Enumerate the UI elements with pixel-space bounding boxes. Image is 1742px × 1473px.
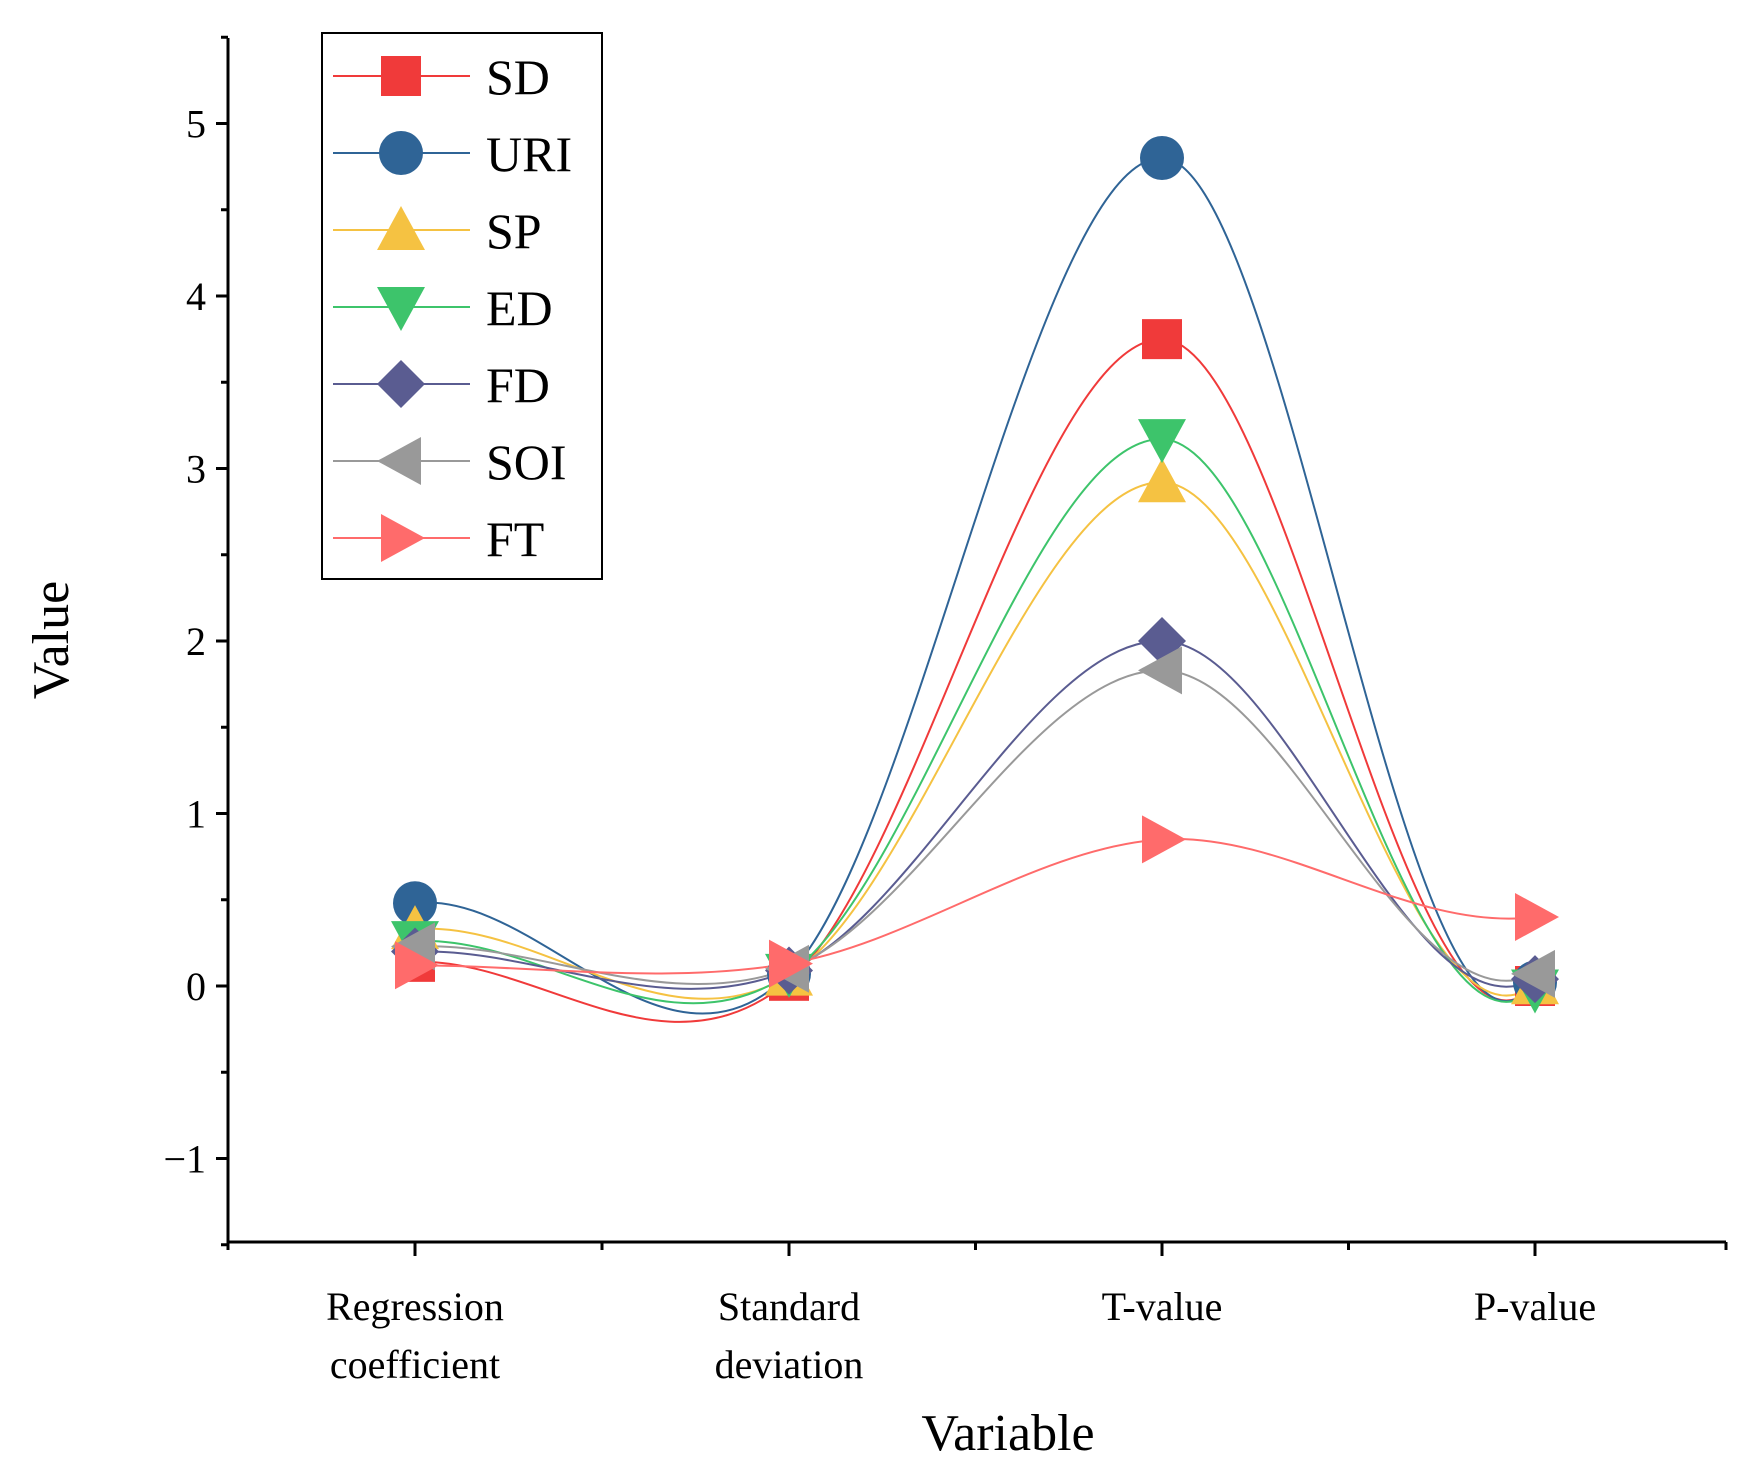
y-axis-title: Value	[23, 581, 80, 699]
y-tick-label: 0	[186, 964, 206, 1009]
marker-soi	[1138, 646, 1182, 695]
legend-label-ed: ED	[486, 280, 553, 336]
y-tick-label: 1	[186, 792, 206, 837]
legend: SD URI SP ED FD SOI FT	[321, 32, 603, 580]
legend-label-fd: FD	[486, 357, 550, 413]
legend-item-uri: URI	[333, 126, 572, 182]
marker-soi	[1511, 949, 1555, 998]
series-line-fd	[414, 639, 1536, 990]
series-markers	[391, 136, 1559, 1014]
marker-ft	[395, 941, 439, 990]
marker-uri	[1140, 136, 1184, 180]
y-tick-label: 4	[186, 274, 206, 319]
x-tick-label: Regression	[326, 1284, 504, 1329]
legend-label-soi: SOI	[486, 434, 567, 490]
legend-label-sp: SP	[486, 203, 542, 259]
legend-label-sd: SD	[486, 49, 550, 105]
marker-ft	[769, 939, 813, 988]
x-axis-title: Variable	[921, 1405, 1094, 1462]
marker-ed	[1138, 419, 1186, 464]
series-line-soi	[414, 669, 1536, 986]
series-line-uri	[414, 156, 1536, 1015]
legend-label-uri: URI	[486, 126, 572, 182]
x-tick-label: coefficient	[330, 1342, 500, 1387]
legend-marker-fd	[377, 360, 425, 408]
series-line-ft	[414, 837, 1536, 975]
axes: −1 0 1 2 3 4 5 Regression coefficient Standard dev…	[163, 35, 1728, 1387]
marker-uri	[393, 881, 437, 926]
legend-item-fd: FD	[333, 357, 550, 413]
marker-sd	[1142, 319, 1182, 360]
legend-label-ft: FT	[486, 511, 544, 567]
x-tick-label: deviation	[715, 1342, 864, 1387]
legend-marker-ft	[381, 514, 425, 562]
y-tick-label: −1	[163, 1137, 206, 1182]
x-tick-label: T-value	[1102, 1284, 1223, 1329]
legend-item-sp: SP	[333, 203, 542, 259]
legend-item-soi: SOI	[333, 434, 567, 490]
marker-ft	[1515, 893, 1559, 941]
legend-marker-sd	[381, 56, 421, 96]
x-tick-label: P-value	[1474, 1284, 1596, 1329]
series-line-sd	[414, 338, 1536, 1023]
legend-marker-ed	[377, 287, 425, 331]
y-tick-label: 2	[186, 619, 206, 664]
series-line-ed	[414, 438, 1536, 1005]
y-tick-label: 3	[186, 447, 206, 492]
legend-marker-uri	[379, 131, 423, 175]
legend-item-ft: FT	[333, 511, 544, 567]
y-tick-label: 5	[186, 102, 206, 147]
marker-ft	[1142, 815, 1186, 864]
legend-item-ed: ED	[333, 280, 553, 336]
series-lines	[414, 156, 1536, 1023]
legend-item-sd: SD	[333, 49, 550, 105]
legend-marker-soi	[377, 437, 421, 485]
marker-sp	[1138, 458, 1186, 503]
series-line-sp	[414, 481, 1536, 1000]
x-tick-label: Standard	[718, 1284, 860, 1329]
legend-marker-sp	[377, 206, 425, 250]
